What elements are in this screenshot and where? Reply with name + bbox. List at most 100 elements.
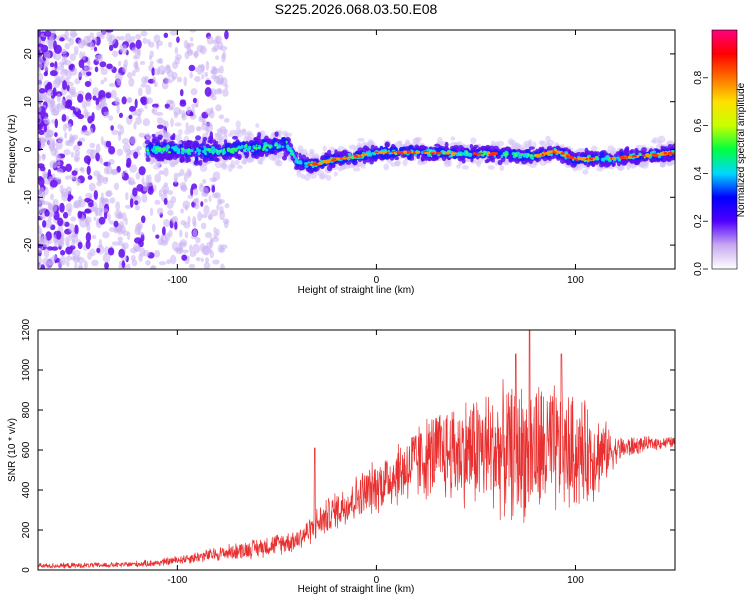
spectrogram-noise-blob	[116, 148, 124, 156]
spectrogram-noise-blob	[41, 138, 47, 144]
spectrogram-ridge-green-blob	[158, 146, 162, 151]
spectrogram-ridge-hot-blob	[415, 150, 421, 154]
spectrogram-noise-blob	[200, 257, 204, 263]
spectrogram-noise-blob	[141, 193, 148, 203]
spectrogram-noise-blob	[206, 122, 213, 128]
spectrogram-noise-blob	[203, 204, 210, 215]
spectrogram-ridge-green-blob	[145, 149, 150, 152]
spectrogram-halo-blob	[258, 160, 264, 165]
spectrogram-halo-blob	[241, 128, 247, 136]
spectrogram-noise-blob	[109, 220, 114, 225]
spectrogram-ridge-blob	[151, 133, 156, 138]
spectrogram-noise-blob	[108, 145, 116, 155]
spectrogram-noise-blob	[210, 106, 214, 114]
spectrogram-noise-blob	[205, 60, 210, 71]
spectrogram-noise-blob	[57, 217, 64, 227]
spectrogram-noise-blob	[153, 34, 161, 43]
spectrogram-noise-blob	[96, 31, 104, 38]
spectrogram-noise-blob	[195, 237, 201, 244]
spectrogram-noise-blob	[45, 96, 51, 103]
spectrogram-ridge-blob	[426, 156, 433, 162]
spectrogram-noise-blob	[45, 129, 54, 138]
spectrogram-ridge-green-blob	[216, 149, 219, 153]
spectrogram-ridge-hot-blob	[444, 151, 451, 155]
spectrogram-noise-blob	[113, 182, 120, 191]
spectrogram-noise-blob	[173, 107, 181, 116]
spectrogram-halo-blob	[402, 159, 408, 167]
spectrogram-noise-blob	[102, 252, 111, 263]
spectrogram-noise-blob	[74, 262, 78, 269]
spectrogram-noise-blob	[87, 175, 93, 180]
spectrogram-noise-blob	[202, 178, 207, 184]
spectrogram-noise-blob	[109, 34, 116, 45]
spectrogram-noise-blob	[151, 67, 155, 76]
spectrogram-ridge-green-blob	[465, 150, 468, 154]
spectrogram-noise-blob	[105, 190, 112, 197]
spectrogram-noise-blob	[209, 131, 214, 140]
spectrogram-noise-blob	[38, 88, 46, 94]
spectrogram-ridge-core-blob	[389, 146, 393, 151]
spectrogram-ridge-green-blob	[242, 149, 247, 152]
spectrogram-ridge-green-blob	[268, 144, 271, 148]
spectrogram-halo-blob	[215, 133, 222, 140]
spectrogram-noise-blob	[167, 41, 173, 48]
spectrogram-noise-blob	[178, 108, 182, 115]
spectrogram-noise-blob	[43, 124, 47, 133]
snr-y-tick-label: 1000	[21, 358, 32, 381]
spectrogram-ridge-hot-blob	[374, 151, 379, 154]
spectrogram-noise-blob	[165, 120, 169, 129]
spectrogram-halo-blob	[657, 139, 663, 146]
spectrogram-ridge-hot-blob	[396, 150, 401, 155]
spectrogram-noise-blob	[190, 88, 198, 96]
spectrogram-noise-blob	[38, 129, 45, 136]
spectrogram-noise-blob	[185, 122, 189, 131]
spectrogram-noise-blob	[151, 103, 159, 108]
spectrogram-noise-blob	[193, 50, 199, 59]
spectrogram-noise-blob	[174, 247, 179, 252]
spectrogram-ridge-green-blob	[158, 149, 161, 153]
spectrogram-noise-blob	[224, 30, 229, 40]
spectrogram-halo-blob	[348, 144, 357, 150]
spectrogram-noise-blob	[181, 109, 186, 119]
spectrogram-ridge-hot-blob	[472, 152, 477, 155]
spectrogram-noise-blob	[121, 96, 127, 105]
spectrogram-noise-blob	[59, 202, 65, 213]
spectrogram-ridge-hot-blob	[326, 160, 331, 164]
spectrogram-noise-blob	[192, 243, 201, 254]
spectrogram-halo-blob	[383, 163, 390, 171]
spectrogram-noise-blob	[189, 71, 194, 79]
spectrogram-noise-blob	[73, 154, 81, 163]
spectrogram-noise-blob	[117, 236, 123, 243]
spectrogram-halo-blob	[234, 159, 240, 166]
spectrogram-noise-blob	[145, 84, 152, 95]
spectrogram-ridge-hot-blob	[476, 152, 481, 156]
spectrogram-ridge-core-blob	[273, 137, 277, 143]
spectrogram-noise-blob	[111, 241, 120, 246]
spectrogram-ridge-hot-blob	[408, 150, 412, 154]
spectrogram-noise-blob	[209, 239, 214, 248]
spectrogram-ridge-hot-blob	[556, 150, 560, 154]
spectrogram-noise-blob	[112, 50, 119, 58]
spectrogram-halo-blob	[352, 167, 361, 172]
spectrogram-noise-blob	[134, 205, 141, 211]
spectrogram-noise-blob	[65, 163, 72, 172]
spectrogram-ridge-cyan-blob	[606, 154, 609, 158]
spectrogram-ridge-green-blob	[529, 154, 534, 157]
spectrogram-noise-blob	[93, 216, 97, 221]
spectrogram-noise-blob	[114, 96, 118, 105]
spectrogram-ridge-hot-blob	[322, 159, 327, 164]
spectrogram-ridge-blob	[158, 137, 162, 141]
spectrogram-ridge-cyan-blob	[172, 146, 177, 150]
spectrogram-noise-blob	[54, 132, 58, 138]
spectrogram-noise-blob	[152, 106, 158, 116]
spectrogram-ridge-blob	[207, 139, 212, 143]
spectrogram-noise-blob	[114, 72, 123, 83]
spectrogram-halo-blob	[309, 148, 315, 155]
spectrogram-noise-blob	[74, 78, 81, 85]
figure-title: S225.2026.068.03.50.E08	[275, 1, 438, 17]
spectrogram-noise-blob	[194, 75, 201, 82]
spectrogram-ridge-blob	[357, 147, 364, 152]
spectrogram-noise-blob	[117, 212, 123, 220]
spectrogram-noise-blob	[69, 32, 78, 37]
spectrogram-ridge-hot-blob	[534, 154, 538, 157]
